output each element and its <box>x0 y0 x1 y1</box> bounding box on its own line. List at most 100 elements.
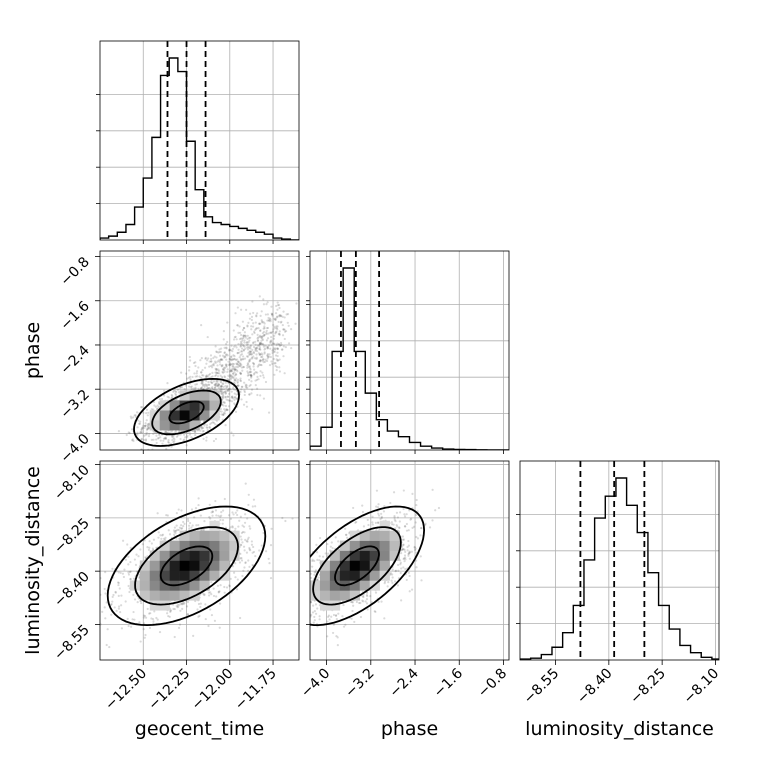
sample-point <box>222 404 225 407</box>
sample-point <box>219 374 222 377</box>
sample-point <box>227 360 230 363</box>
sample-point <box>174 531 177 535</box>
sample-point <box>239 515 242 518</box>
sample-point <box>223 401 226 404</box>
sample-point <box>117 605 121 608</box>
sample-point <box>282 355 285 358</box>
sample-point <box>258 343 261 346</box>
sample-point <box>355 520 358 524</box>
sample-point <box>403 554 407 557</box>
sample-point <box>350 601 354 604</box>
sample-point <box>167 440 170 444</box>
sample-point <box>219 385 222 388</box>
sample-point <box>262 361 265 364</box>
sample-point <box>223 411 226 414</box>
sample-point <box>207 373 210 377</box>
sample-point <box>264 344 267 347</box>
sample-point <box>265 331 268 334</box>
sample-point <box>233 357 236 361</box>
sample-point <box>222 382 225 385</box>
sample-point <box>233 355 236 358</box>
sample-point <box>317 576 320 579</box>
sample-point <box>424 523 427 527</box>
sample-point <box>241 358 244 361</box>
sample-point <box>207 380 210 384</box>
sample-point <box>267 316 270 320</box>
sample-point <box>264 380 268 384</box>
sample-point <box>266 345 270 348</box>
density-block <box>219 550 230 561</box>
sample-point <box>262 298 265 301</box>
sample-point <box>230 377 233 380</box>
density-block <box>179 410 190 421</box>
sample-point <box>224 396 227 399</box>
sample-point <box>146 414 149 417</box>
sample-point <box>264 347 267 350</box>
sample-point <box>117 571 120 574</box>
sample-point <box>269 331 272 334</box>
sample-point <box>267 355 270 358</box>
sample-point <box>210 581 213 584</box>
sample-point <box>278 315 281 318</box>
sample-point <box>247 363 250 366</box>
sample-point <box>228 348 231 351</box>
density-block <box>199 560 210 571</box>
sample-point <box>166 612 169 615</box>
panel-phase-phase <box>306 250 510 451</box>
sample-point <box>260 320 264 323</box>
contour-level-1 <box>168 400 205 425</box>
density-block <box>159 570 170 581</box>
sample-point <box>265 329 268 332</box>
sample-point <box>311 611 315 614</box>
sample-point <box>259 360 262 363</box>
sample-point <box>233 368 236 371</box>
sample-point <box>246 362 249 365</box>
sample-point <box>278 306 281 310</box>
sample-point <box>261 321 264 324</box>
sample-point <box>272 342 275 345</box>
sample-point <box>248 393 251 396</box>
sample-point <box>231 525 234 528</box>
sample-point <box>153 431 156 434</box>
sample-point <box>157 405 160 409</box>
sample-point <box>313 610 316 613</box>
density-block <box>179 570 190 581</box>
sample-point <box>276 328 279 331</box>
sample-point <box>179 609 182 612</box>
sample-point <box>253 368 256 371</box>
sample-point <box>202 426 205 429</box>
sample-point <box>224 363 228 366</box>
sample-point <box>216 372 219 375</box>
sample-point <box>250 374 253 377</box>
sample-point <box>221 358 224 362</box>
sample-point <box>186 600 190 604</box>
sample-point <box>145 408 149 411</box>
sample-point <box>199 387 203 391</box>
sample-point <box>239 379 242 382</box>
sample-point <box>171 395 174 398</box>
sample-point <box>143 636 146 639</box>
sample-point <box>227 387 231 390</box>
sample-point <box>261 337 264 340</box>
sample-point <box>246 370 249 373</box>
sample-point <box>243 381 246 384</box>
sample-point <box>210 511 213 514</box>
sample-point <box>268 319 271 322</box>
sample-point <box>216 371 219 375</box>
sample-point <box>236 352 239 355</box>
sample-point <box>263 327 266 330</box>
sample-point <box>224 423 227 427</box>
sample-point <box>187 524 191 527</box>
sample-point <box>402 557 406 560</box>
sample-point <box>147 411 150 414</box>
sample-point <box>173 533 176 536</box>
sample-point <box>233 336 236 339</box>
sample-point <box>117 430 121 433</box>
sample-point <box>303 588 305 590</box>
sample-point <box>119 571 122 574</box>
sample-point <box>413 545 416 549</box>
sample-point <box>217 359 220 362</box>
sample-point <box>410 550 413 553</box>
sample-point <box>199 359 202 362</box>
sample-point <box>176 603 180 606</box>
